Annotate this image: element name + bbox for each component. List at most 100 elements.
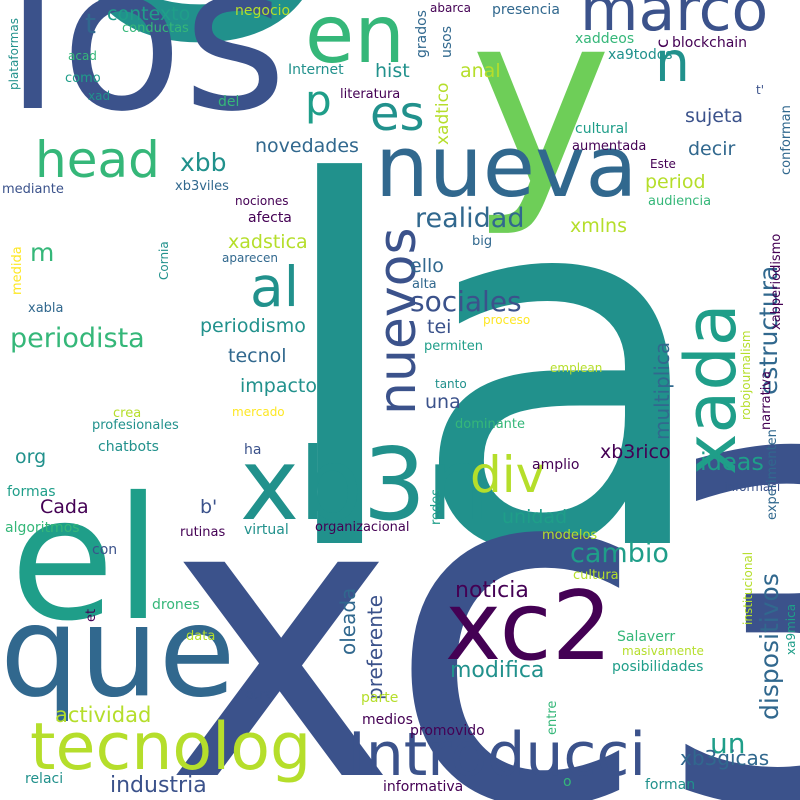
cloud-word: promovido xyxy=(410,723,485,739)
cloud-word: la xyxy=(270,79,716,661)
cloud-word: como xyxy=(65,71,101,86)
cloud-word: realidad xyxy=(415,203,525,234)
cloud-word: xb3viles xyxy=(175,179,229,194)
cloud-word: tecnol xyxy=(228,345,287,367)
cloud-word: medios xyxy=(362,712,413,728)
cloud-word: permiten xyxy=(424,339,483,354)
cloud-word: amplio xyxy=(532,457,580,473)
cloud-word: y xyxy=(470,0,613,240)
cloud-word: masivamente xyxy=(622,644,704,658)
cloud-word: mercado xyxy=(232,405,285,419)
cloud-word: decir xyxy=(688,138,736,160)
cloud-word: t' xyxy=(756,83,765,97)
cloud-word: xc2 xyxy=(445,572,613,682)
cloud-word: los xyxy=(5,0,288,156)
cloud-word: xabla xyxy=(28,301,64,316)
cloud-word: dispositivos xyxy=(755,573,784,720)
cloud-word: modifica xyxy=(450,658,545,683)
cloud-word: Cornia xyxy=(157,241,171,280)
cloud-word: chatbots xyxy=(98,439,159,455)
cloud-word: marco xyxy=(580,0,769,45)
cloud-word: parte xyxy=(361,690,399,706)
cloud-word: el xyxy=(10,461,162,659)
cloud-word: nueva xyxy=(375,118,638,217)
cloud-word: xmlns xyxy=(570,215,627,237)
cloud-word: algoritmos xyxy=(5,520,80,536)
cloud-word: data xyxy=(186,629,216,644)
cloud-word: periodista xyxy=(10,323,145,354)
cloud-word: en xyxy=(305,0,405,81)
cloud-word: mediante xyxy=(2,182,64,197)
cloud-word: noticia xyxy=(455,578,529,603)
cloud-word: proceso xyxy=(483,313,531,327)
cloud-word: es xyxy=(370,86,425,142)
cloud-word: crea xyxy=(113,406,142,421)
cloud-word: Introducci xyxy=(348,720,647,790)
cloud-word: multiplica xyxy=(650,341,674,440)
cloud-word: institucional xyxy=(741,551,755,625)
cloud-word: c3 xyxy=(385,355,800,800)
cloud-word: xadtico xyxy=(433,82,453,145)
cloud-word: afecta xyxy=(248,210,292,226)
cloud-word: tei xyxy=(427,316,452,338)
cloud-word: xaddeos xyxy=(575,31,635,47)
cloud-word: ha xyxy=(244,442,262,458)
cloud-word: robojournalism xyxy=(739,330,753,420)
cloud-word: sociales xyxy=(410,285,522,318)
cloud-word: posibilidades xyxy=(612,659,704,675)
cloud-word: Salaverr xyxy=(617,629,676,645)
cloud-word: del xyxy=(218,94,240,110)
cloud-word: acad xyxy=(68,49,97,63)
cloud-word: profesionales xyxy=(92,418,179,433)
cloud-word: org xyxy=(15,446,47,468)
cloud-word: otra xyxy=(245,687,274,703)
cloud-word: negocio xyxy=(235,3,291,19)
cloud-word: medida xyxy=(10,246,25,295)
cloud-word: plataformas xyxy=(7,18,21,90)
cloud-word: virtual xyxy=(244,522,289,538)
cloud-word: al xyxy=(250,255,299,319)
cloud-word: period xyxy=(645,171,706,193)
cloud-word: cultural xyxy=(575,121,629,137)
cloud-word: forman xyxy=(645,777,696,793)
cloud-word: entre xyxy=(545,700,560,735)
cloud-word: p xyxy=(305,76,332,125)
cloud-word: Este xyxy=(650,157,676,171)
cloud-word: o xyxy=(563,774,572,790)
cloud-word: hist xyxy=(375,60,410,82)
cloud-word: anal xyxy=(460,60,501,82)
cloud-word: rutinas xyxy=(180,525,226,540)
cloud-word: et xyxy=(84,608,99,622)
cloud-word: cambio xyxy=(570,538,669,569)
cloud-word: xa9todos xyxy=(608,47,673,63)
cloud-word: t xyxy=(85,7,96,40)
cloud-word: audiencia xyxy=(648,194,712,209)
cloud-word: xb3rico xyxy=(600,441,671,463)
cloud-word: conforman xyxy=(779,105,794,175)
cloud-word: aumentada xyxy=(572,139,647,154)
cloud-word: un xyxy=(710,727,746,760)
cloud-word: big xyxy=(472,234,493,249)
cloud-word: m xyxy=(30,238,55,267)
cloud-word: div xyxy=(470,446,546,504)
cloud-word: relaci xyxy=(25,771,64,787)
cloud-word: xabperiodismo xyxy=(769,233,784,330)
cloud-word: emplean xyxy=(550,361,603,375)
cloud-word: que xyxy=(0,580,236,725)
cloud-word: x xyxy=(165,413,396,800)
cloud-word: dominante xyxy=(455,417,526,432)
cloud-word: b' xyxy=(200,496,218,518)
cloud-word: xadstica xyxy=(228,231,308,253)
cloud-word: ideas xyxy=(700,448,764,476)
cloud-word: Cada xyxy=(40,496,89,518)
cloud-word: n xyxy=(655,30,690,94)
cloud-word: literatura xyxy=(340,87,401,102)
cloud-word: impacto xyxy=(240,375,318,397)
cloud-word: informaci xyxy=(724,480,781,494)
cloud-word: sujeta xyxy=(685,105,744,127)
cloud-word: preferente xyxy=(363,594,387,700)
cloud-word: alta xyxy=(412,277,437,292)
cloud-word: xad xyxy=(88,89,111,103)
cloud-word: grados xyxy=(414,10,430,58)
